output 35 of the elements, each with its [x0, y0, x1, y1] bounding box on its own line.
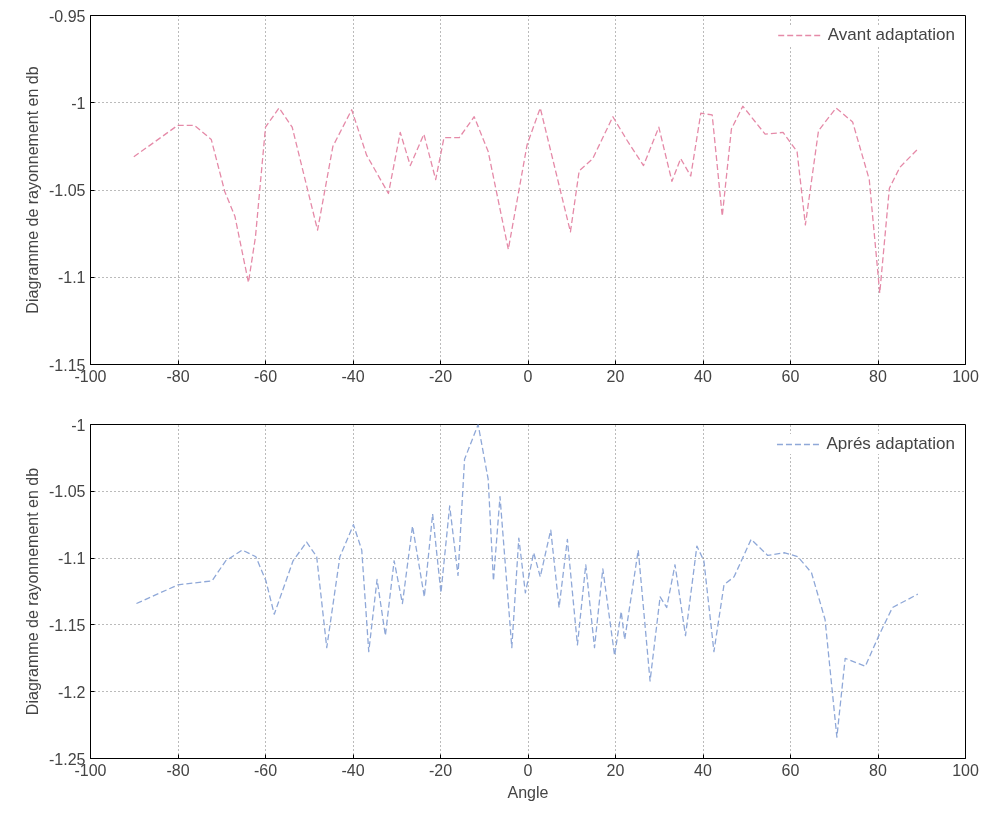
line-series [133, 105, 918, 294]
x-tick-label: 40 [694, 367, 712, 385]
legend-label: Aprés adaptation [826, 434, 955, 454]
y-tick-label: -1.05 [49, 182, 86, 199]
y-axis-title: Diagramme de rayonnement en db [24, 66, 42, 314]
x-tick-label: 20 [606, 761, 625, 779]
x-tick-label: 60 [781, 761, 800, 779]
y-tick-label: -1.1 [57, 269, 86, 287]
x-tick-label: -80 [166, 761, 190, 779]
y-tick-label: -0.95 [49, 7, 86, 25]
x-tick-label: 60 [781, 367, 800, 385]
y-tick-label: -1.1 [57, 550, 86, 568]
x-tick-label: 0 [523, 367, 533, 385]
x-tick-label: -60 [253, 367, 278, 385]
x-tick-label: 0 [523, 761, 533, 779]
x-tick-label: 80 [869, 367, 887, 385]
x-tick-label: -40 [341, 367, 365, 385]
x-tick-label: 80 [869, 761, 887, 779]
x-tick-label: -20 [428, 761, 453, 779]
x-tick-label: 20 [606, 367, 625, 385]
y-tick-label: -1.05 [49, 483, 86, 501]
x-tick-label: -20 [428, 367, 453, 385]
y-tick-label: -1 [71, 416, 86, 434]
y-tick-label: -1 [71, 94, 86, 112]
y-tick-label: -1.15 [49, 616, 86, 634]
x-tick-label: -60 [253, 761, 278, 779]
y-axis-title: Diagramme de rayonnement en db [24, 467, 42, 716]
x-axis-title: Angle [507, 783, 549, 801]
y-tick-label: -1.2 [57, 683, 86, 701]
x-tick-label: 100 [952, 367, 979, 385]
legend-label: Avant adaptation [827, 25, 955, 45]
x-tick-label: 100 [952, 761, 979, 779]
x-tick-label: 40 [694, 761, 712, 779]
x-tick-label: -80 [166, 367, 190, 385]
x-tick-label: -40 [341, 761, 365, 779]
